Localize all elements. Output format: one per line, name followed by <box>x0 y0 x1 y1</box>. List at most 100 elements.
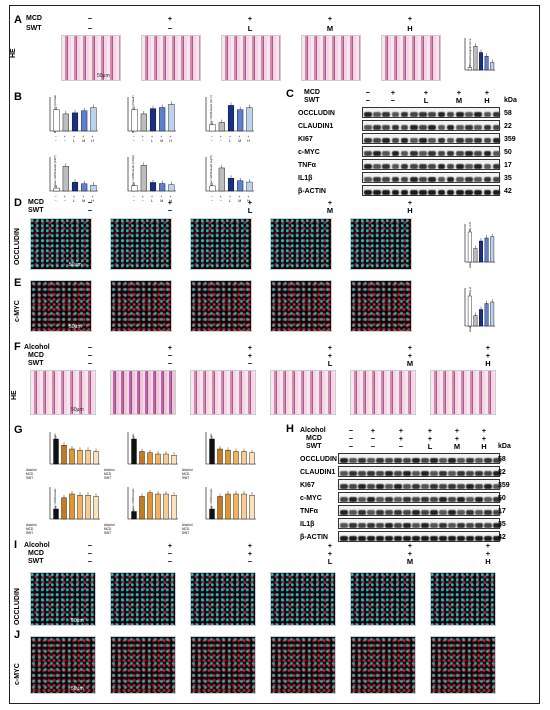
band <box>475 458 483 463</box>
x-row-label: Alcohol <box>182 523 193 527</box>
band <box>367 523 375 528</box>
band <box>483 125 492 130</box>
panel-a-swt-2: L <box>247 24 253 33</box>
band <box>439 523 447 528</box>
occludin-label-i: OCCLUDIN <box>14 588 21 625</box>
band <box>428 138 437 143</box>
band <box>419 112 427 117</box>
panel-i-mcd-2: + <box>247 549 253 558</box>
band <box>465 138 473 143</box>
band <box>492 151 501 156</box>
panel-i-mcd-0: − <box>87 549 93 558</box>
panel-a-chart: Histopathological score <box>464 38 495 71</box>
if-image-j-4 <box>350 636 416 694</box>
band <box>492 177 501 182</box>
band <box>421 510 429 515</box>
band <box>391 112 400 117</box>
band <box>391 190 400 195</box>
panel-f-alcohol-0: − <box>87 343 93 352</box>
band <box>358 484 366 489</box>
bar-5 <box>171 455 177 465</box>
x-row-label: MCD <box>182 472 190 476</box>
band <box>474 151 483 156</box>
band <box>382 112 391 117</box>
bar-4 <box>85 450 91 465</box>
band <box>367 458 375 463</box>
panel-c-band-name-5: IL1β <box>298 175 313 182</box>
x-tick-mcd: + <box>82 195 85 199</box>
panel-h-band-kda-0: 58 <box>498 456 506 463</box>
band <box>373 138 381 143</box>
band <box>349 497 357 502</box>
band <box>376 523 384 528</box>
band <box>358 523 366 528</box>
bar-3 <box>233 493 239 520</box>
x-tick-mcd: + <box>63 195 66 199</box>
bar-3 <box>484 56 489 71</box>
bar-1 <box>62 166 69 192</box>
bar-4 <box>241 493 247 520</box>
panel-label-e: E <box>14 277 22 289</box>
band <box>358 458 366 463</box>
scale-bar: 50μm <box>71 686 84 692</box>
bar-4 <box>490 236 495 263</box>
band <box>419 138 427 143</box>
panel-c-band-kda-0: 58 <box>504 110 512 117</box>
band <box>437 112 446 117</box>
band <box>376 484 384 489</box>
band <box>349 536 357 541</box>
x-tick-mcd: − <box>54 135 57 139</box>
bar-0 <box>209 124 216 132</box>
panel-h-band-kda-2: 359 <box>498 482 510 489</box>
panel-c-band-kda-6: 42 <box>504 188 512 195</box>
bar-3 <box>237 109 244 132</box>
panel-g-chart-3: Relative mRNA levels <box>49 487 100 520</box>
panel-c-band-kda-3: 50 <box>504 149 512 156</box>
bar-4 <box>490 62 495 71</box>
cmyc-label-e: c-MYC <box>14 300 21 322</box>
if-image-j-0: 50μm <box>30 636 96 694</box>
band <box>483 177 492 182</box>
band <box>446 164 455 169</box>
band <box>456 190 464 195</box>
band <box>492 164 501 169</box>
band <box>382 177 391 182</box>
band <box>446 151 455 156</box>
panel-i-alcohol-5: + <box>485 541 491 550</box>
x-row-label: MCD <box>104 472 112 476</box>
band <box>412 523 420 528</box>
panel-b-chart-1: Relative mRNA levels (Claudin1) <box>127 95 176 133</box>
scale-bar: 50μm <box>69 324 82 330</box>
panel-c-mcd-4: + <box>484 88 490 97</box>
bar-4 <box>168 184 175 192</box>
x-tick-mcd: + <box>247 135 250 139</box>
panel-a-mcd-2: + <box>247 14 253 23</box>
band <box>437 125 446 130</box>
panel-c-mcd-1: + <box>390 88 396 97</box>
panel-f-swt-4: M <box>406 359 414 368</box>
bar-2 <box>479 240 483 263</box>
x-tick-swt: H <box>169 199 172 203</box>
band <box>457 497 465 502</box>
band <box>385 497 393 502</box>
band <box>466 458 474 463</box>
band <box>475 523 483 528</box>
panel-d-swt-4: H <box>407 206 413 215</box>
x-tick-mcd: + <box>238 195 241 199</box>
band <box>475 510 483 515</box>
x-row-label: SWT <box>182 476 190 480</box>
x-tick-swt: M <box>160 139 164 143</box>
band <box>437 151 446 156</box>
x-tick-swt: M <box>238 199 242 203</box>
panel-c-band-3 <box>362 146 501 157</box>
if-image-e-4 <box>350 280 412 332</box>
band <box>465 164 473 169</box>
panel-c-band-name-3: c-MYC <box>298 149 320 156</box>
band <box>410 177 418 182</box>
band <box>493 484 501 489</box>
x-tick-swt: L <box>151 199 153 203</box>
band <box>382 164 391 169</box>
bar-2 <box>147 452 153 465</box>
panel-h-alcohol-1: + <box>370 426 376 435</box>
panel-h-band-name-5: IL1β <box>300 521 315 528</box>
